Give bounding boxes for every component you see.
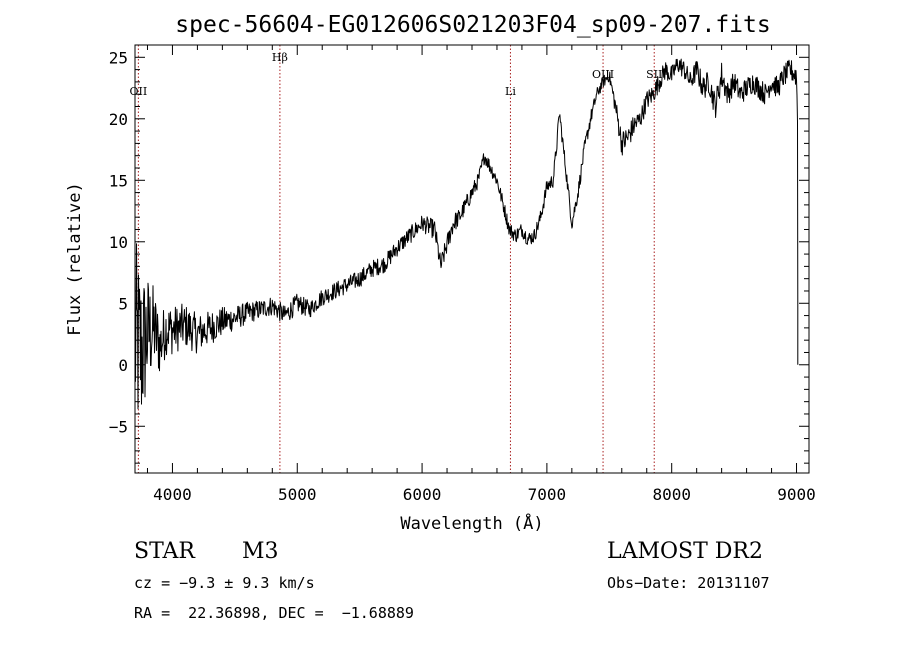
y-axis-ticks: −5 0 5 10 15 20 25 (109, 48, 809, 464)
x-tick-label: 5000 (278, 485, 317, 504)
plot-frame (134, 44, 810, 474)
y-axis-label: Flux (relative) (65, 182, 85, 336)
line-marker-label: Hβ (272, 51, 288, 64)
line-marker-label: Li (505, 85, 516, 98)
y-tick-label: 5 (118, 294, 128, 313)
object-subclass: M3 (242, 539, 279, 564)
survey-name: LAMOST DR2 (607, 539, 763, 564)
y-tick-label: 25 (109, 48, 128, 67)
line-marker-label: OII (130, 85, 148, 98)
line-marker-label: SII (646, 68, 662, 81)
y-tick-label: 15 (109, 171, 128, 190)
spectrum-line (134, 58, 799, 410)
x-tick-label: 9000 (777, 485, 816, 504)
chart-title: spec-56604-EG012606S021203F04_sp09-207.f… (175, 12, 770, 38)
y-tick-label: 20 (109, 110, 128, 129)
redshift-velocity: cz = −9.3 ± 9.3 km/s (134, 574, 315, 592)
line-marker-label: OIII (592, 68, 614, 81)
coordinates: RA = 22.36898, DEC = −1.68889 (134, 604, 414, 622)
x-axis-ticks: 4000 5000 6000 7000 8000 9000 (146, 45, 816, 504)
y-tick-label: −5 (109, 417, 128, 436)
x-tick-label: 4000 (153, 485, 192, 504)
x-tick-label: 7000 (528, 485, 567, 504)
object-class: STAR (134, 539, 195, 564)
y-tick-label: 0 (118, 356, 128, 375)
observation-date: Obs−Date: 20131107 (607, 574, 770, 592)
line-markers: OII Hβ Li OIII SII (130, 45, 662, 473)
x-tick-label: 8000 (652, 485, 691, 504)
y-tick-label: 10 (109, 233, 128, 252)
x-axis-label: Wavelength (Å) (400, 512, 543, 534)
x-tick-label: 6000 (403, 485, 442, 504)
